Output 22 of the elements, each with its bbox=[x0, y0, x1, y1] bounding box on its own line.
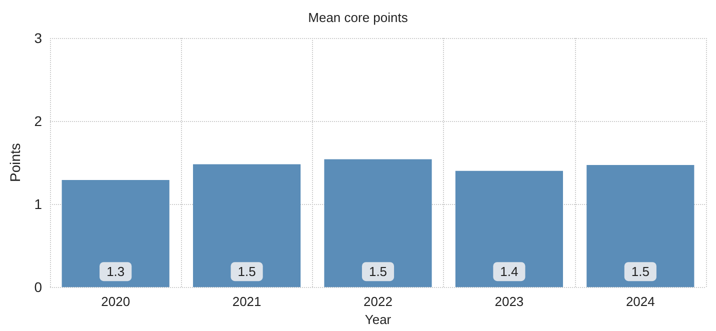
bar bbox=[586, 165, 694, 288]
x-tick-label: 2022 bbox=[364, 294, 392, 310]
data-label: 1.5 bbox=[238, 264, 256, 280]
bar bbox=[62, 180, 170, 288]
y-tick-label: 0 bbox=[34, 279, 42, 296]
y-axis-title: Points bbox=[7, 143, 23, 182]
y-tick-label: 1 bbox=[34, 196, 42, 212]
data-label: 1.4 bbox=[500, 264, 518, 280]
y-tick-label: 3 bbox=[34, 30, 42, 46]
y-tick-label: 2 bbox=[34, 113, 42, 130]
bar bbox=[193, 164, 301, 288]
bar bbox=[324, 159, 432, 288]
x-tick-label: 2021 bbox=[232, 294, 262, 310]
x-tick-label: 2020 bbox=[101, 294, 130, 310]
data-label: 1.5 bbox=[631, 264, 650, 280]
data-label: 1.3 bbox=[106, 264, 125, 280]
bar bbox=[455, 170, 563, 288]
x-tick-label: 2024 bbox=[626, 294, 655, 310]
x-axis-title: Year bbox=[364, 312, 392, 327]
data-label: 1.5 bbox=[368, 264, 388, 280]
x-tick-label: 2023 bbox=[494, 294, 524, 310]
chart-title: Mean core points bbox=[308, 10, 408, 25]
